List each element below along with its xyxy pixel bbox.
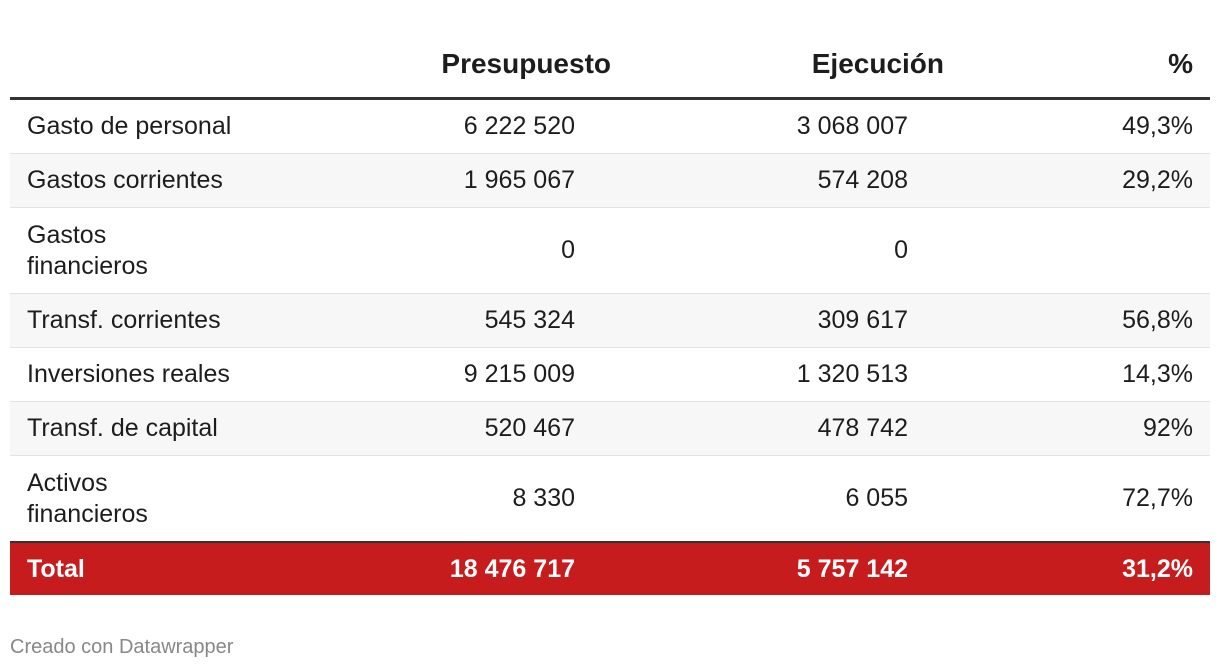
- row-label: Gastos corrientes: [10, 153, 330, 208]
- table-row: Activos financieros 8 330 6 055 72,7%: [10, 455, 1210, 543]
- row-label: Inversiones reales: [10, 347, 330, 402]
- total-percent: 31,2%: [925, 542, 1210, 595]
- percent-cell: 49,3%: [925, 98, 1210, 154]
- header-ejecucion: Ejecución: [592, 30, 944, 100]
- ejecucion-cell: 3 068 007: [592, 98, 925, 154]
- ejecucion-cell: 478 742: [592, 401, 925, 456]
- ejecucion-cell: 309 617: [592, 293, 925, 348]
- row-label: Gasto de personal: [10, 98, 330, 154]
- row-label: Gastos financieros: [10, 207, 330, 294]
- total-label: Total: [10, 542, 330, 595]
- table-row: Transf. de capital 520 467 478 742 92%: [10, 401, 1210, 456]
- row-label: Activos financieros: [10, 455, 330, 543]
- table-row: Gasto de personal 6 222 520 3 068 007 49,3%: [10, 98, 1210, 154]
- presupuesto-cell: 0: [330, 207, 592, 294]
- header-percent: %: [925, 30, 1210, 100]
- table-row: Inversiones reales 9 215 009 1 320 513 14,3…: [10, 347, 1210, 402]
- total-presupuesto: 18 476 717: [330, 542, 592, 595]
- percent-cell: 29,2%: [925, 153, 1210, 208]
- footer-credit: Creado con Datawrapper: [10, 636, 234, 658]
- presupuesto-cell: 6 222 520: [330, 98, 592, 154]
- presupuesto-cell: 520 467: [330, 401, 592, 456]
- total-row: Total 18 476 717 5 757 142 31,2%: [10, 542, 1210, 595]
- ejecucion-cell: 1 320 513: [592, 347, 925, 402]
- table-row: Gastos corrientes 1 965 067 574 208 29,2%: [10, 153, 1210, 208]
- presupuesto-cell: 9 215 009: [330, 347, 592, 402]
- header-label: [10, 30, 330, 100]
- percent-cell: 14,3%: [925, 347, 1210, 402]
- presupuesto-cell: 1 965 067: [330, 153, 592, 208]
- table-row: Transf. corrientes 545 324 309 617 56,8%: [10, 293, 1210, 348]
- presupuesto-cell: 545 324: [330, 293, 592, 348]
- total-ejecucion: 5 757 142: [592, 542, 925, 595]
- percent-cell: 72,7%: [925, 455, 1210, 543]
- budget-table: Presupuesto Ejecución % Gasto de persona…: [10, 30, 1210, 595]
- percent-cell: [925, 207, 1210, 294]
- ejecucion-cell: 574 208: [592, 153, 925, 208]
- row-label: Transf. corrientes: [10, 293, 330, 348]
- percent-cell: 92%: [925, 401, 1210, 456]
- header-row: Presupuesto Ejecución %: [10, 30, 1210, 100]
- table-row: Gastos financieros 0 0: [10, 207, 1210, 294]
- presupuesto-cell: 8 330: [330, 455, 592, 543]
- ejecucion-cell: 0: [592, 207, 925, 294]
- percent-cell: 56,8%: [925, 293, 1210, 348]
- header-presupuesto: Presupuesto: [330, 30, 611, 100]
- row-label: Transf. de capital: [10, 401, 330, 456]
- ejecucion-cell: 6 055: [592, 455, 925, 543]
